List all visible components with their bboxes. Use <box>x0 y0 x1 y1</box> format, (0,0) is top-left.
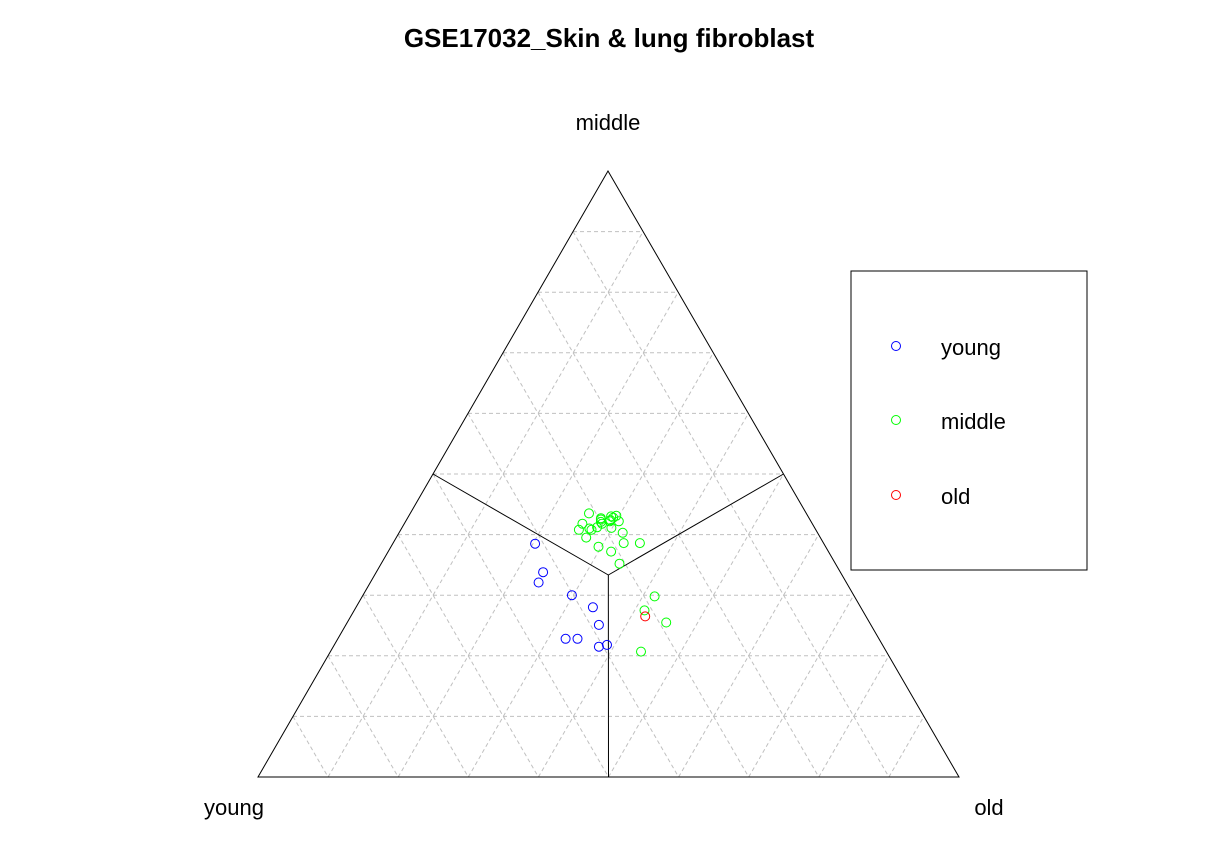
legend-label-young: young <box>941 335 1001 360</box>
vertex-label-top: middle <box>576 110 641 135</box>
grid-line-young <box>327 655 399 778</box>
legend-marker-young <box>891 341 901 351</box>
point-young-1 <box>566 590 577 601</box>
vertex-label-right: old <box>974 795 1003 820</box>
center-line-0 <box>432 473 609 576</box>
grid-line-old <box>888 716 925 778</box>
point-young-7 <box>560 633 571 644</box>
point-young-3 <box>533 577 544 588</box>
point-middle-26 <box>636 646 646 657</box>
point-young-9 <box>602 639 612 650</box>
point-middle-25 <box>661 617 672 628</box>
point-middle-10 <box>608 512 619 523</box>
point-middle-18 <box>573 524 584 535</box>
point-middle-11 <box>611 510 622 521</box>
point-young-2 <box>538 567 549 578</box>
legend-box <box>850 270 1088 571</box>
point-middle-0 <box>584 508 594 519</box>
point-young-8 <box>593 641 604 652</box>
legend-marker-old <box>891 490 901 500</box>
point-middle-13 <box>595 513 606 524</box>
point-middle-8 <box>586 524 597 535</box>
point-middle-23 <box>639 605 650 616</box>
point-middle-19 <box>584 523 595 534</box>
grid-line-young <box>397 534 539 778</box>
legend-label-old: old <box>941 484 970 509</box>
point-middle-7 <box>606 511 617 522</box>
chart-title: GSE17032_Skin & lung fibroblast <box>404 23 815 53</box>
grid-line-young <box>432 473 609 778</box>
grid-line-old <box>467 352 714 778</box>
point-middle-24 <box>649 591 660 602</box>
grid-line-old <box>608 473 784 778</box>
point-middle-17 <box>614 558 625 569</box>
point-middle-27 <box>593 541 604 552</box>
point-middle-20 <box>592 522 603 533</box>
center-line-2 <box>608 473 784 576</box>
center-lines <box>432 473 784 778</box>
point-middle-14 <box>634 538 645 549</box>
point-middle-21 <box>577 518 588 529</box>
point-middle-15 <box>618 538 629 549</box>
vertex-label-left: young <box>204 795 264 820</box>
legend-marker-middle <box>891 415 901 425</box>
point-young-5 <box>593 619 604 630</box>
point-middle-22 <box>581 532 592 543</box>
data-points <box>530 508 672 657</box>
point-middle-16 <box>606 546 617 557</box>
point-young-0 <box>530 538 541 549</box>
legend-label-middle: middle <box>941 409 1006 434</box>
legend: young middle old <box>850 270 1088 571</box>
grid-line-young <box>362 594 469 778</box>
grid-line-old <box>678 534 820 778</box>
point-young-4 <box>587 602 598 613</box>
grid-line-old <box>397 291 679 778</box>
point-middle-4 <box>606 522 617 533</box>
point-old-0 <box>640 611 651 622</box>
grid-line-old <box>818 655 890 778</box>
grid-line-young <box>292 716 329 778</box>
point-middle-12 <box>595 516 606 527</box>
grid-line-old <box>748 594 855 778</box>
point-middle-5 <box>617 527 628 538</box>
point-young-6 <box>572 633 583 644</box>
